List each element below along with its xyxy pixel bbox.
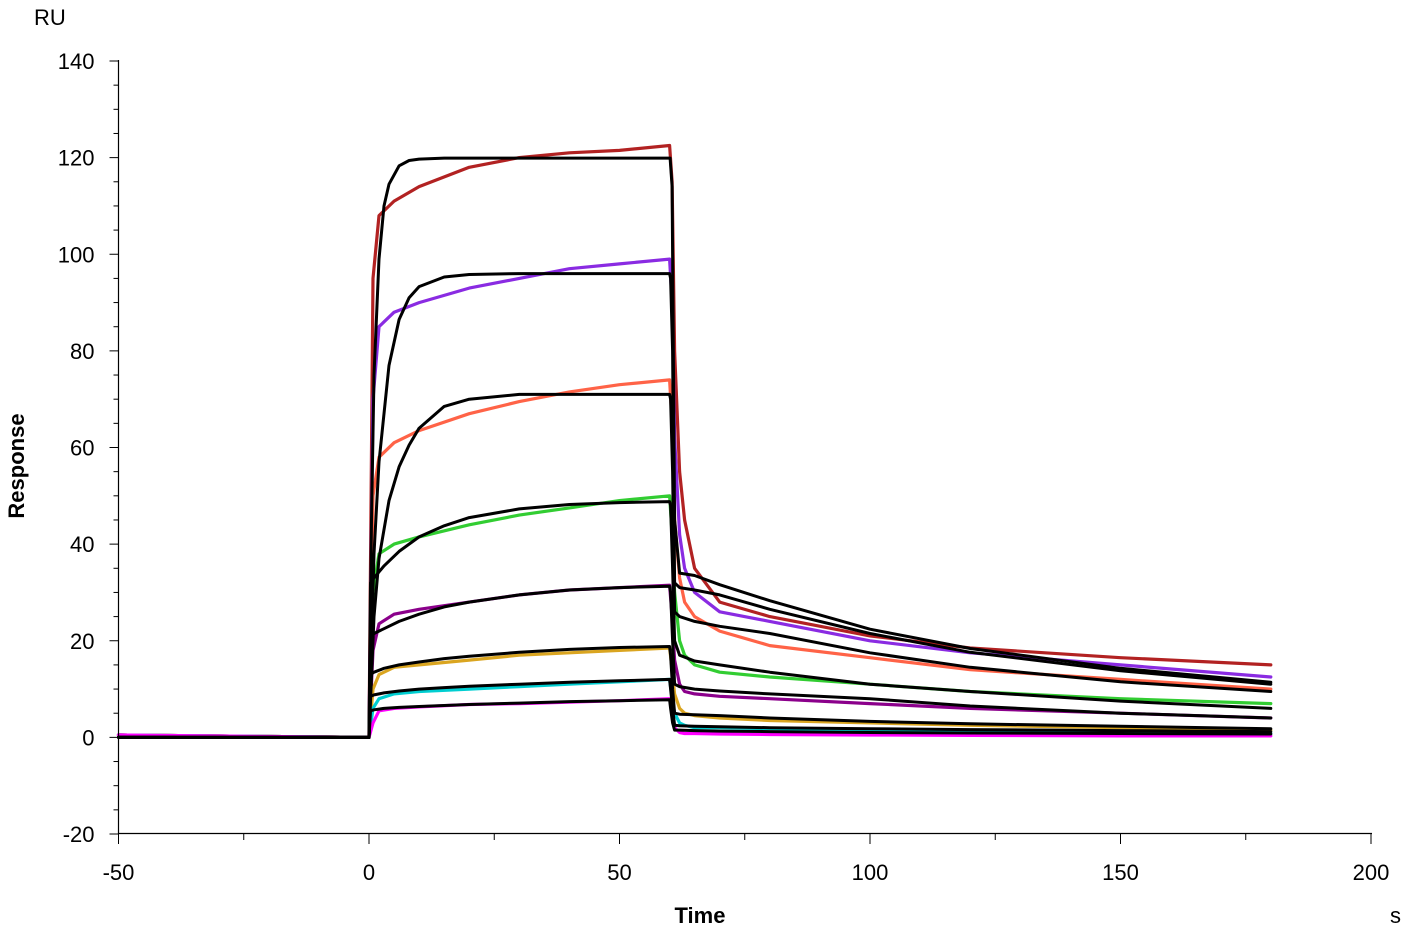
- fit-curve-13: [117, 645, 1273, 739]
- x-tick-label: 50: [607, 860, 631, 885]
- fit-curve-9: [117, 272, 1273, 739]
- y-unit-label: RU: [34, 5, 66, 30]
- fit-curve-10: [117, 392, 1273, 739]
- response-curve-0: [116, 143, 1273, 740]
- x-tick-label: 200: [1353, 860, 1390, 885]
- fit-curve-15: [117, 698, 1273, 739]
- x-tick-label: 100: [852, 860, 889, 885]
- x-unit-label: s: [1390, 903, 1401, 928]
- y-tick-label: 0: [82, 725, 94, 750]
- x-tick-label: 150: [1102, 860, 1139, 885]
- y-tick-label: 40: [70, 532, 94, 557]
- x-tick-label: 0: [363, 860, 375, 885]
- y-axis-title: Response: [4, 413, 29, 518]
- response-curve-2: [116, 378, 1273, 740]
- y-tick-label: -20: [63, 822, 95, 847]
- y-tick-label: 140: [58, 49, 95, 74]
- ticks-layer: -20 0 20 40 60 80 100 120 140 -50 0 50 100 150 200: [58, 49, 1390, 885]
- x-axis-title: Time: [675, 903, 726, 928]
- fit-curve-14: [117, 677, 1273, 739]
- y-tick-label: 120: [58, 146, 95, 171]
- fit-curve-8: [117, 156, 1273, 739]
- fit-curve-11: [117, 500, 1273, 739]
- y-tick-label: 60: [70, 436, 94, 461]
- x-tick-label: -50: [103, 860, 135, 885]
- y-tick-label: 80: [70, 339, 94, 364]
- series-layer: [116, 143, 1273, 740]
- fit-curve-12: [117, 584, 1273, 739]
- y-tick-label: 20: [70, 629, 94, 654]
- y-tick-label: 100: [58, 242, 95, 267]
